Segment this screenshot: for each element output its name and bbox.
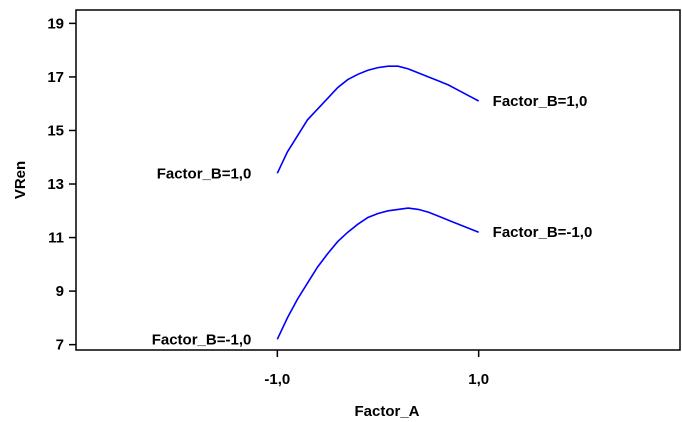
y-tick-label: 17 [47,69,64,86]
series-start-label: Factor_B=-1,0 [152,331,252,348]
series-end-label: Factor_B=-1,0 [493,224,593,241]
plot-frame [75,9,681,351]
series-lines [276,65,480,340]
series-line [276,65,480,174]
series-end-label: Factor_B=1,0 [493,93,588,110]
y-tick-label: 9 [56,283,64,300]
y-tick-label: 13 [47,176,64,193]
x-axis-title: Factor_A [354,403,419,420]
y-tick-label: 11 [48,230,64,247]
x-tick-label: 1,0 [468,371,489,388]
y-axis-title: VRen [12,161,29,199]
series-line [276,207,479,340]
y-tick-label: 7 [56,337,64,354]
x-tick-label: -1,0 [264,371,290,388]
series-start-label: Factor_B=1,0 [157,165,252,182]
y-axis-ticks: 7 9 11 13 15 17 19 [47,15,76,354]
y-tick-label: 15 [47,122,64,139]
x-axis-ticks: -1,0 1,0 [264,350,489,388]
series-labels: Factor_B=1,0 Factor_B=1,0 Factor_B=-1,0 Fac… [152,93,593,348]
y-tick-label: 19 [47,15,64,32]
